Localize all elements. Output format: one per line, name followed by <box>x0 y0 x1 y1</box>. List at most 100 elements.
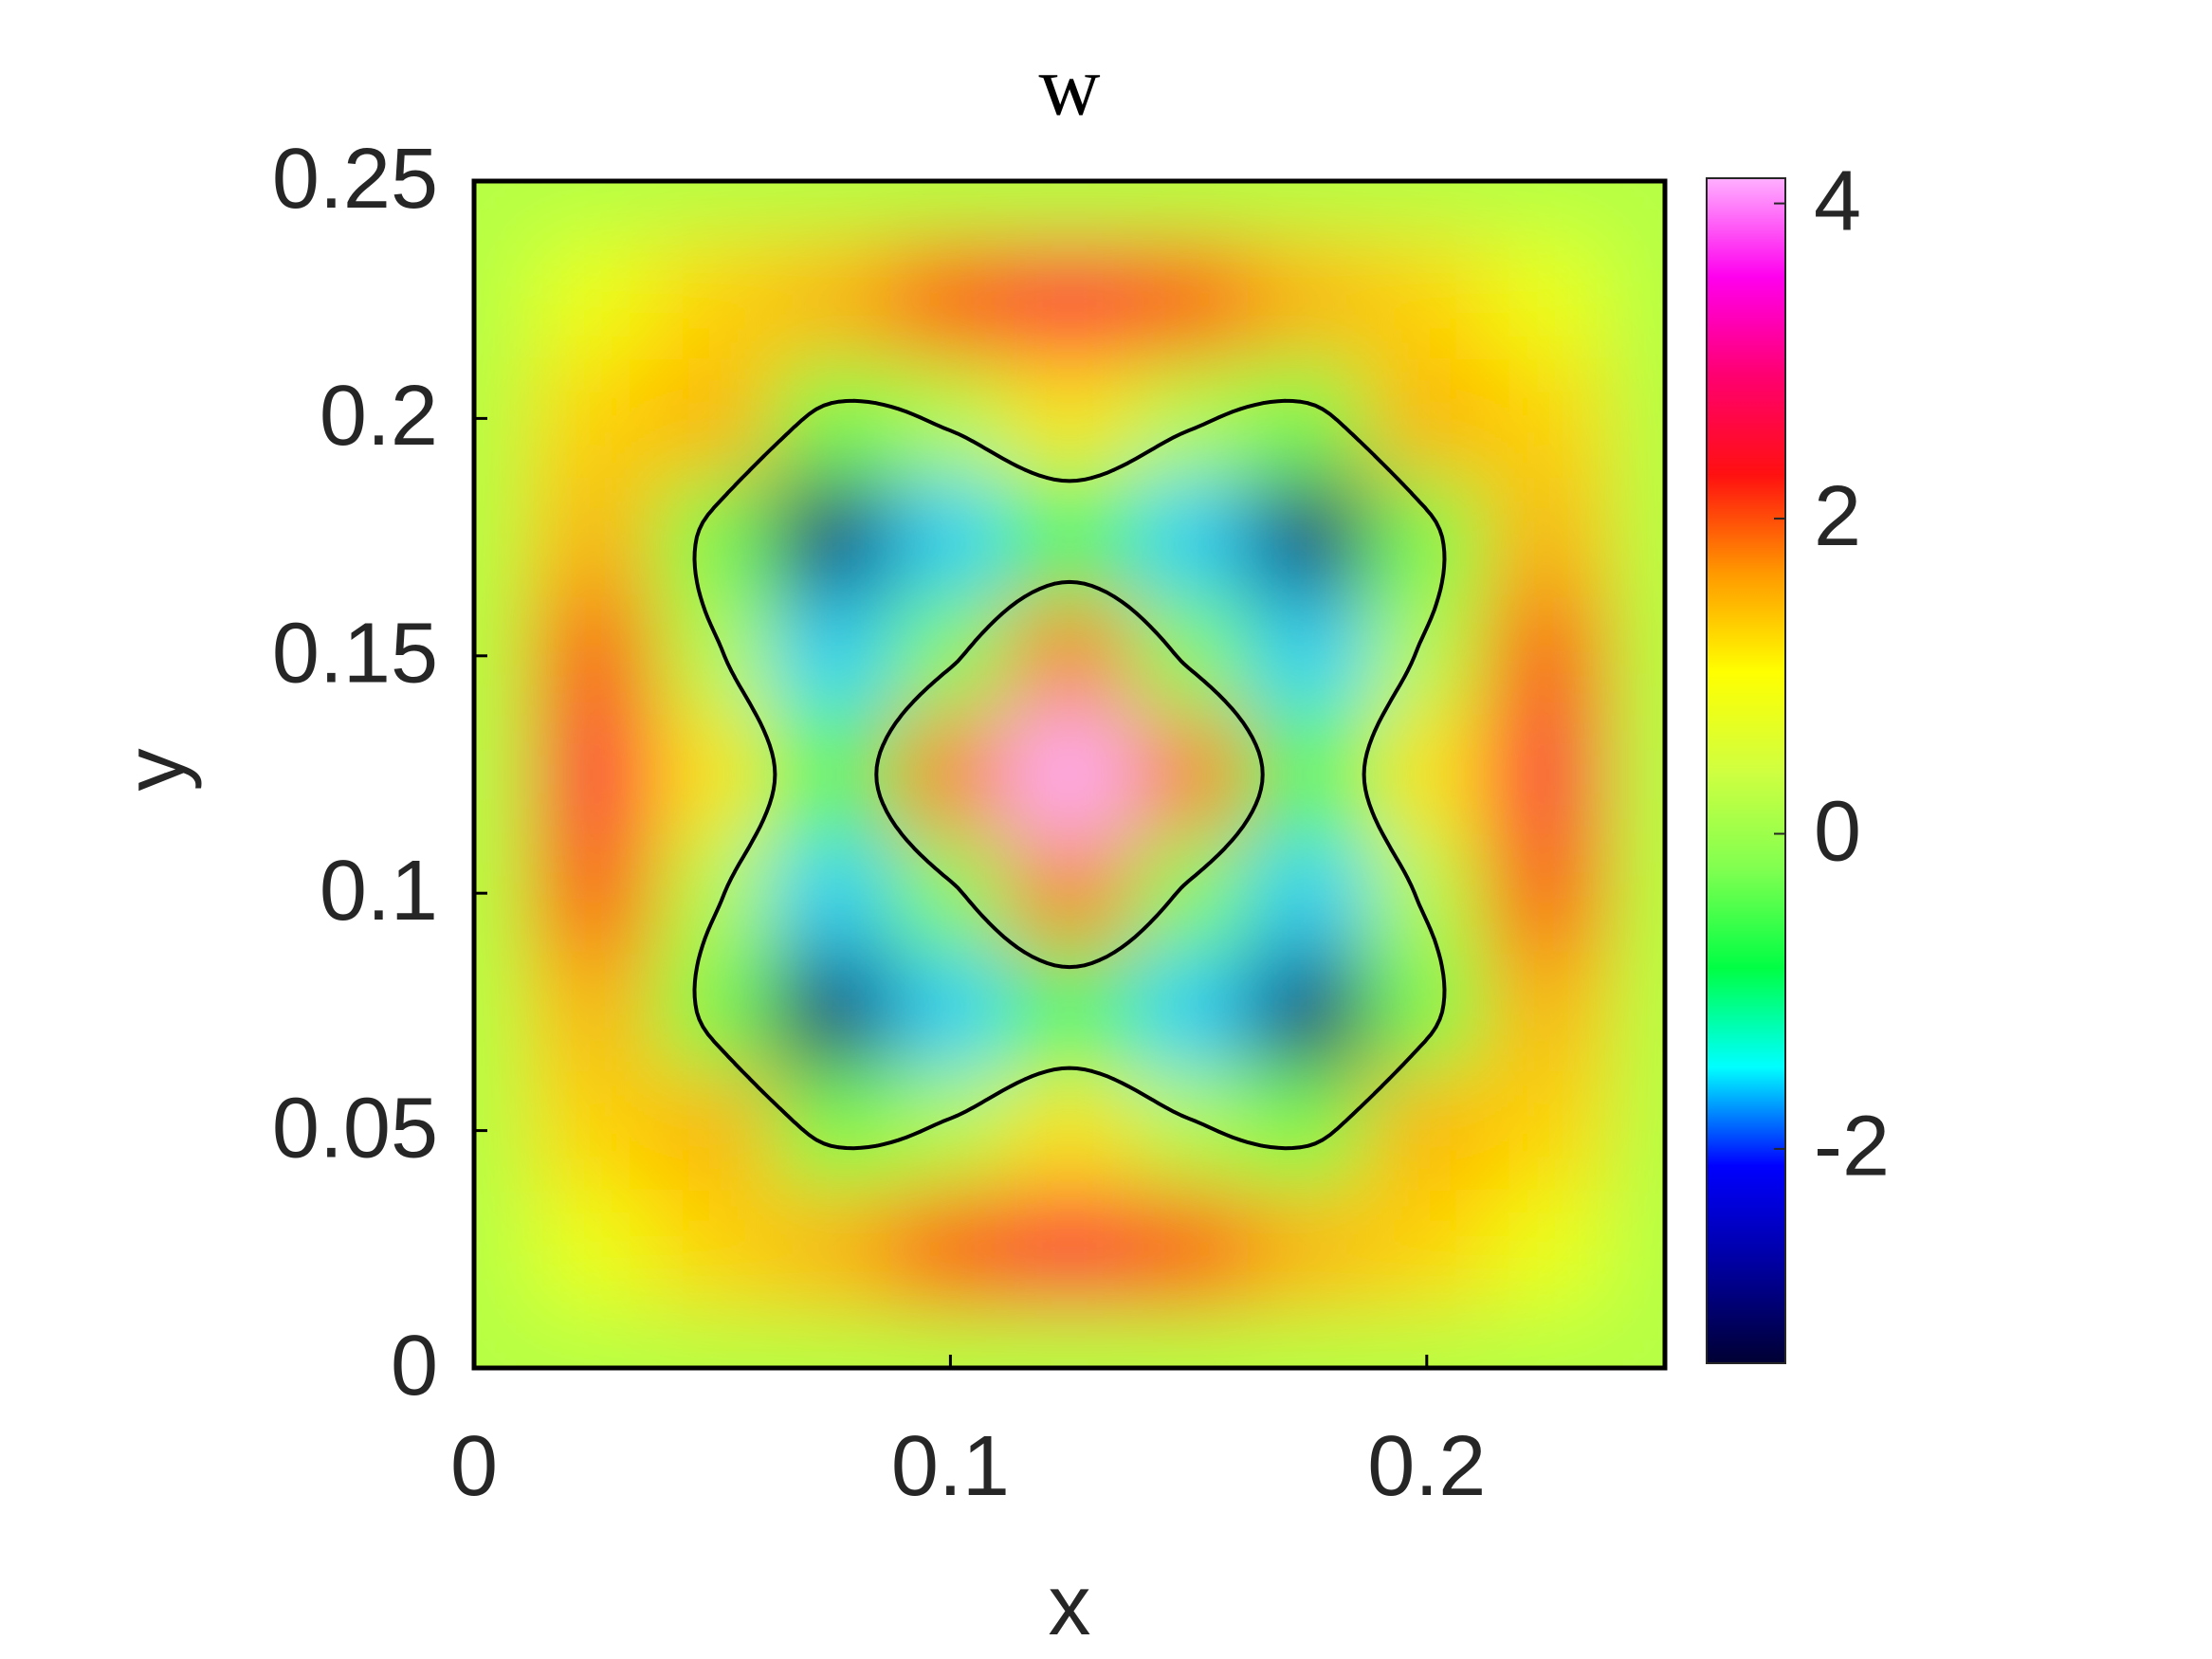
heat-cell <box>652 358 772 478</box>
heat-cell <box>1486 181 1606 241</box>
heat-cell <box>1367 952 1487 1071</box>
heat-cell <box>1010 240 1129 359</box>
heat-cell <box>1010 1190 1129 1309</box>
heat-cell <box>1367 715 1487 834</box>
heat-cell <box>1605 596 1665 716</box>
y-tick-label: 0.25 <box>272 132 438 227</box>
heat-cell <box>1486 1071 1606 1191</box>
heat-cell <box>533 478 653 597</box>
heat-cell <box>1605 1308 1665 1368</box>
heat-cell <box>1486 1190 1606 1309</box>
heat-cell <box>1010 1308 1129 1368</box>
heat-cell <box>772 596 891 716</box>
heat-cell <box>652 478 772 597</box>
heat-cell <box>1248 596 1367 716</box>
heat-cell <box>652 1190 772 1309</box>
heat-cell <box>890 181 1011 241</box>
heat-cell <box>772 478 891 597</box>
heat-cell <box>474 181 534 241</box>
heat-cell <box>1605 952 1665 1071</box>
heat-cell <box>1248 1308 1367 1368</box>
heatmap <box>474 181 1665 1368</box>
heat-cell <box>772 181 891 241</box>
heat-cell <box>533 358 653 478</box>
heat-cell <box>652 952 772 1071</box>
heat-cell <box>890 1071 1011 1191</box>
heat-cell <box>652 1308 772 1368</box>
heat-cell <box>1605 181 1665 241</box>
heat-cell <box>1248 1071 1367 1191</box>
heat-cell <box>772 833 891 953</box>
heat-cell <box>533 1071 653 1191</box>
heat-cell <box>890 478 1011 597</box>
heat-cell <box>772 1071 891 1191</box>
heat-cell <box>1486 478 1606 597</box>
heat-cell <box>533 181 653 241</box>
heat-cell <box>1605 1071 1665 1191</box>
colorbar-tick-label: 2 <box>1814 469 1861 564</box>
heat-cell <box>1128 1071 1249 1191</box>
y-axis-label: y <box>108 749 203 792</box>
heat-cell <box>890 240 1011 359</box>
heat-cell <box>772 715 891 834</box>
heat-cell <box>474 1190 534 1309</box>
heat-cell <box>890 715 1011 834</box>
heat-cell <box>1367 1071 1487 1191</box>
heat-cell <box>1128 1308 1249 1368</box>
heat-cell <box>652 715 772 834</box>
heat-cell <box>474 715 534 834</box>
colorbar <box>1706 177 1786 1364</box>
heat-cell <box>1010 952 1129 1071</box>
y-tick-label: 0.05 <box>272 1081 438 1176</box>
y-tick-label: 0.15 <box>272 607 438 702</box>
x-tick-label: 0 <box>450 1419 498 1514</box>
heat-cell <box>1128 478 1249 597</box>
heat-cell <box>1486 1308 1606 1368</box>
y-tick-label: 0.1 <box>320 844 438 939</box>
colorbar-tick-label: -2 <box>1814 1100 1890 1194</box>
heat-cell <box>1128 833 1249 953</box>
heat-cell <box>1605 478 1665 597</box>
x-tick-label: 0.1 <box>891 1419 1010 1514</box>
heat-cell <box>1010 358 1129 478</box>
heat-cell <box>1367 596 1487 716</box>
heat-cell <box>1605 833 1665 953</box>
x-axis-label: x <box>1049 1559 1091 1653</box>
heat-cell <box>1010 181 1129 241</box>
heat-cell <box>1248 240 1367 359</box>
heat-cell <box>1248 181 1367 241</box>
heat-cell <box>652 1071 772 1191</box>
heat-cell <box>1248 833 1367 953</box>
heat-cell <box>1486 715 1606 834</box>
heat-cell <box>1486 833 1606 953</box>
heat-cell <box>652 181 772 241</box>
heat-cell <box>1248 952 1367 1071</box>
heat-cell <box>1367 478 1487 597</box>
heat-cell <box>1248 1190 1367 1309</box>
heat-cell <box>1010 596 1129 716</box>
heat-cell <box>1367 1190 1487 1309</box>
heat-cell <box>1605 358 1665 478</box>
heat-cell <box>1486 358 1606 478</box>
heat-cell <box>474 952 534 1071</box>
heat-cell <box>772 1190 891 1309</box>
heat-cell <box>1010 715 1129 834</box>
colorbar-tick-label: 0 <box>1814 784 1861 879</box>
heat-cell <box>772 1308 891 1368</box>
heat-cell <box>772 952 891 1071</box>
heat-cell <box>1248 715 1367 834</box>
y-tick-label: 0.2 <box>320 369 438 464</box>
heat-cell <box>1248 358 1367 478</box>
heat-cell <box>1486 596 1606 716</box>
heat-cell <box>1128 715 1249 834</box>
axes-frame <box>471 178 1668 1371</box>
plot-area <box>474 181 1665 1368</box>
chart-title: w <box>1039 40 1101 134</box>
heat-cell <box>1486 240 1606 359</box>
heat-cell <box>474 478 534 597</box>
heat-cell <box>890 358 1011 478</box>
heat-cell <box>772 240 891 359</box>
heat-cell <box>652 240 772 359</box>
contour-line <box>692 398 1447 1151</box>
